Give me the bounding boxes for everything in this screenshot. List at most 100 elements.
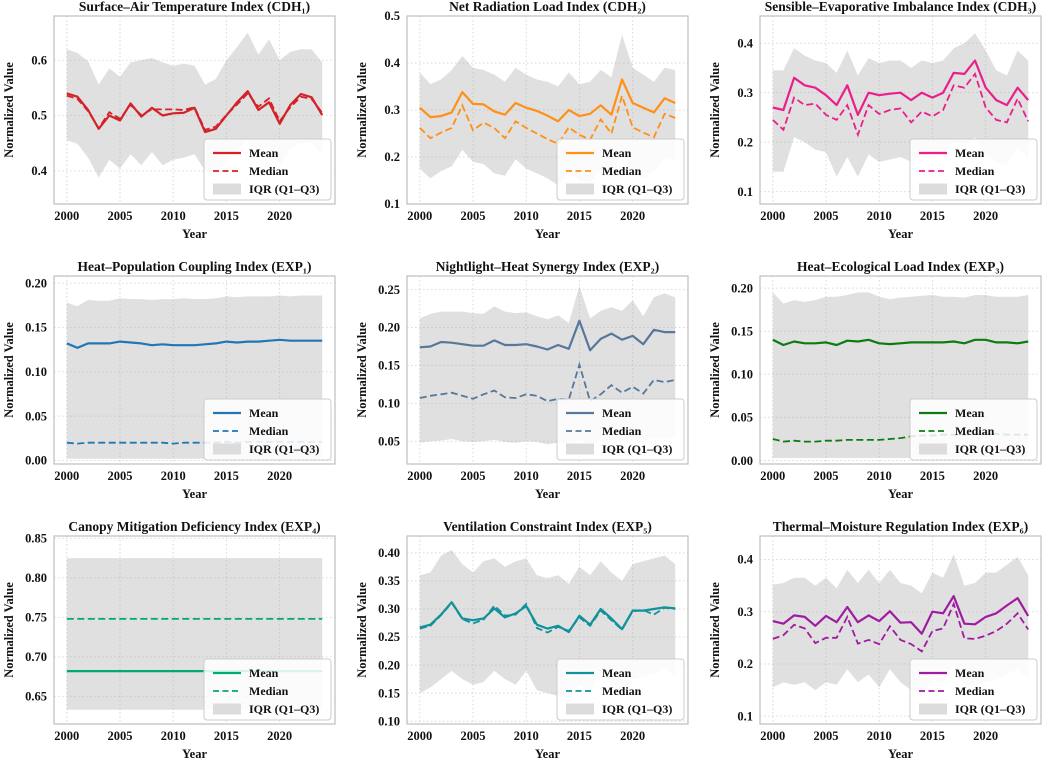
x-tick-label: 2015 xyxy=(214,469,239,483)
x-tick-label: 2010 xyxy=(867,469,892,483)
chart-cell-exp3: 0.00 0.05 0.10 0.15 0.20 2000 2005 2010 2015 2020… xyxy=(706,260,1059,520)
x-tick-label: 2020 xyxy=(267,209,292,223)
y-tick-label: 0.20 xyxy=(731,281,753,295)
y-tick-label: 0.20 xyxy=(378,321,400,335)
y-tick-label: 0.25 xyxy=(378,630,400,644)
y-tick-label: 0.1 xyxy=(737,185,753,199)
x-tick-label: 2015 xyxy=(920,209,945,223)
chart-cell-exp2: 0.05 0.10 0.15 0.20 0.25 2000 2005 2010 2015 2020… xyxy=(353,260,706,520)
x-axis-label: Year xyxy=(888,227,913,241)
x-tick-label: 2015 xyxy=(920,729,945,743)
chart-exp6: 0.1 0.2 0.3 0.4 2000 2005 2010 2015 2020 Thermal–… xyxy=(708,520,1042,761)
chart-exp1: 0.00 0.05 0.10 0.15 0.20 2000 2005 2010 2015 2020… xyxy=(2,260,336,501)
chart-title: Nightlight–Heat Synergy Index (EXP₂) xyxy=(436,260,659,274)
legend: Mean Median IQR (Q1–Q3) xyxy=(203,398,332,461)
legend-mean-label: Mean xyxy=(602,666,632,680)
chart-cdh2: 0.1 0.2 0.3 0.4 0.5 2000 2005 2010 2015 2020 Net R… xyxy=(355,0,689,241)
y-tick-label: 0.2 xyxy=(737,657,753,671)
x-tick-label: 2010 xyxy=(867,729,892,743)
x-tick-label: 2020 xyxy=(973,209,998,223)
x-tick-label: 2000 xyxy=(407,469,432,483)
chart-cell-exp4: 0.65 0.70 0.75 0.80 0.85 2000 2005 2010 2015 2020… xyxy=(0,520,353,780)
legend: Mean Median IQR (Q1–Q3) xyxy=(203,138,332,201)
chart-exp2: 0.05 0.10 0.15 0.20 0.25 2000 2005 2010 2015 2020… xyxy=(355,260,689,501)
legend-median-label: Median xyxy=(602,684,642,698)
plot-frame xyxy=(759,15,1042,205)
legend-iqr-swatch xyxy=(213,183,241,195)
y-tick-label: 0.10 xyxy=(25,365,47,379)
y-tick-label: 0.3 xyxy=(737,605,753,619)
y-tick-label: 0.75 xyxy=(25,611,47,625)
median-line xyxy=(419,601,676,634)
legend: Mean Median IQR (Q1–Q3) xyxy=(909,658,1038,721)
x-tick-label: 2005 xyxy=(107,729,132,743)
y-tick-label: 0.10 xyxy=(731,368,753,382)
plot-frame xyxy=(53,15,336,205)
chart-title: Surface–Air Temperature Index (CDH₁) xyxy=(79,0,310,14)
mean-line xyxy=(66,90,324,134)
y-tick-label: 0.85 xyxy=(25,532,47,546)
legend-iqr-label: IQR (Q1–Q3) xyxy=(602,702,672,716)
legend: Mean Median IQR (Q1–Q3) xyxy=(203,658,332,721)
x-axis-label: Year xyxy=(535,747,560,761)
chart-cell-exp5: 0.10 0.15 0.20 0.25 0.30 0.35 0.40 2000 2005 2010… xyxy=(353,520,706,780)
y-tick-label: 0.15 xyxy=(731,324,753,338)
median-line xyxy=(66,92,323,131)
x-axis-label: Year xyxy=(182,487,207,501)
x-tick-label: 2020 xyxy=(620,209,645,223)
legend-iqr-swatch xyxy=(566,183,594,195)
y-tick-label: 0.15 xyxy=(378,359,400,373)
legend: Mean Median IQR (Q1–Q3) xyxy=(556,138,685,201)
chart-cell-exp1: 0.00 0.05 0.10 0.15 0.20 2000 2005 2010 2015 2020… xyxy=(0,260,353,520)
x-tick-label: 2020 xyxy=(973,469,998,483)
median-line xyxy=(772,601,1029,653)
chart-title: Canopy Mitigation Deficiency Index (EXP₄… xyxy=(68,520,320,534)
y-tick-label: 0.65 xyxy=(25,690,47,704)
y-tick-label: 0.1 xyxy=(737,709,753,723)
plot-frame xyxy=(406,275,689,465)
x-tick-label: 2010 xyxy=(867,209,892,223)
median-line xyxy=(419,92,676,145)
y-tick-label: 0.2 xyxy=(737,135,753,149)
legend: Mean Median IQR (Q1–Q3) xyxy=(909,138,1038,201)
x-axis-label: Year xyxy=(535,487,560,501)
legend-mean-label: Mean xyxy=(249,406,279,420)
legend-iqr-swatch xyxy=(213,703,241,715)
chart-cell-cdh3: 0.1 0.2 0.3 0.4 2000 2005 2010 2015 2020 Sensible… xyxy=(706,0,1059,260)
x-tick-label: 2010 xyxy=(161,729,186,743)
y-tick-label: 0.70 xyxy=(25,650,47,664)
y-tick-label: 0.00 xyxy=(731,454,753,468)
y-tick-label: 0.3 xyxy=(384,103,400,117)
x-tick-label: 2015 xyxy=(567,469,592,483)
y-tick-label: 0.80 xyxy=(25,571,47,585)
x-axis-label: Year xyxy=(535,227,560,241)
legend-iqr-swatch xyxy=(213,443,241,455)
legend-median-label: Median xyxy=(602,164,642,178)
y-tick-label: 0.00 xyxy=(25,454,47,468)
chart-title: Sensible–Evaporative Imbalance Index (CD… xyxy=(765,0,1036,14)
chart-cdh3: 0.1 0.2 0.3 0.4 2000 2005 2010 2015 2020 Sensible… xyxy=(708,0,1042,241)
legend-median-label: Median xyxy=(249,164,289,178)
y-axis-label: Normalized Value xyxy=(708,582,722,678)
x-tick-label: 2005 xyxy=(813,469,838,483)
x-tick-label: 2020 xyxy=(620,729,645,743)
legend: Mean Median IQR (Q1–Q3) xyxy=(909,398,1038,461)
mean-line xyxy=(419,601,676,634)
x-axis-label: Year xyxy=(182,227,207,241)
plot-frame xyxy=(759,275,1042,465)
x-axis-label: Year xyxy=(888,747,913,761)
legend-iqr-label: IQR (Q1–Q3) xyxy=(602,182,672,196)
chart-title: Heat–Population Coupling Index (EXP₁) xyxy=(78,260,312,274)
y-tick-label: 0.3 xyxy=(737,86,753,100)
x-tick-label: 2000 xyxy=(407,209,432,223)
x-tick-label: 2010 xyxy=(514,469,539,483)
legend-mean-label: Mean xyxy=(955,406,985,420)
y-axis-label: Normalized Value xyxy=(708,62,722,158)
y-tick-label: 0.25 xyxy=(378,283,400,297)
y-tick-label: 0.30 xyxy=(378,602,400,616)
mean-line xyxy=(772,59,1030,117)
y-tick-label: 0.4 xyxy=(31,164,47,178)
y-tick-label: 0.05 xyxy=(378,434,400,448)
y-tick-label: 0.20 xyxy=(378,658,400,672)
